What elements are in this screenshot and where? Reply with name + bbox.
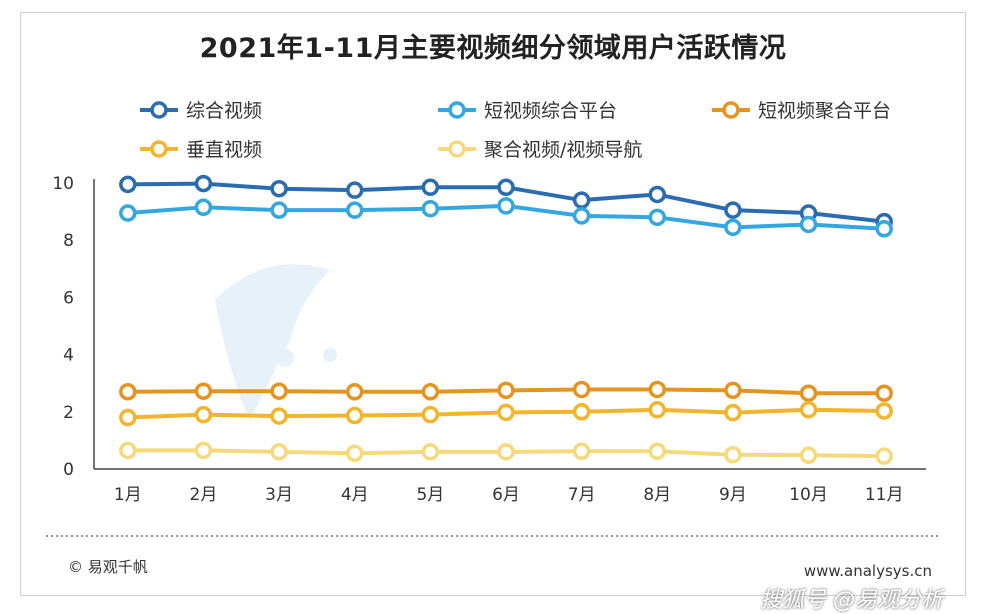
data-point	[119, 383, 137, 401]
y-tick-label: 6	[63, 288, 74, 308]
data-point	[421, 178, 440, 197]
data-point	[648, 401, 667, 419]
data-point	[345, 201, 364, 219]
data-point	[421, 383, 440, 401]
data-point	[799, 215, 818, 234]
data-point	[572, 191, 591, 209]
data-point	[799, 401, 818, 419]
data-point	[724, 381, 742, 400]
data-point	[119, 441, 137, 460]
data-point	[497, 381, 515, 400]
data-point	[875, 447, 893, 465]
legend-item: 聚合视频/视频导航	[438, 139, 642, 161]
data-point	[345, 383, 364, 401]
data-point	[724, 218, 742, 237]
data-point	[421, 199, 440, 218]
y-tick-label: 2	[63, 403, 74, 423]
x-tick-label: 11月	[865, 485, 904, 505]
data-point	[724, 445, 742, 464]
x-tick-label: 3月	[265, 485, 293, 505]
legend-item: 短视频聚合平台	[712, 100, 891, 122]
data-point	[799, 384, 818, 402]
data-point	[119, 204, 137, 222]
data-point	[497, 178, 515, 197]
watermark-label: 搜狐号 @易观分析	[760, 588, 943, 613]
data-point	[572, 380, 591, 399]
y-tick-label: 0	[63, 460, 74, 480]
legend-swatch-marker	[448, 140, 466, 158]
data-point	[345, 181, 364, 199]
data-point	[194, 405, 213, 424]
copyright-label: © 易观千帆	[68, 558, 148, 576]
legend-item: 垂直视频	[140, 139, 262, 161]
legend-label: 短视频聚合平台	[758, 100, 891, 122]
legend-item: 短视频综合平台	[438, 100, 617, 122]
data-point	[497, 443, 515, 461]
data-point	[875, 220, 893, 238]
series-2	[119, 197, 893, 238]
data-point	[270, 407, 288, 425]
x-tick-label: 2月	[190, 485, 218, 505]
series-4	[119, 401, 893, 427]
data-point	[270, 443, 288, 461]
website-label: www.analysys.cn	[803, 562, 932, 580]
data-point	[194, 382, 213, 400]
data-point	[724, 403, 742, 422]
data-point	[194, 174, 213, 193]
legend-swatch-marker	[722, 101, 740, 119]
data-point	[648, 380, 667, 399]
legend-label: 短视频综合平台	[484, 100, 617, 122]
data-point	[345, 444, 364, 463]
data-point	[648, 442, 667, 461]
x-tick-label: 10月	[789, 485, 828, 505]
x-tick-label: 9月	[719, 485, 747, 505]
x-tick-label: 4月	[341, 485, 369, 505]
legend-swatch-marker	[448, 101, 466, 119]
chart-title: 2021年1-11月主要视频细分领域用户活跃情况	[199, 33, 787, 64]
axes: 0 2 4 6 8 10 1月 2月 3月 4月 5月 6月 7月 8月 9月 10月 11月	[52, 174, 926, 505]
data-point	[648, 185, 667, 204]
data-point	[724, 201, 742, 219]
data-point	[119, 175, 137, 194]
data-point	[345, 406, 364, 425]
data-point	[497, 197, 515, 215]
data-point	[648, 208, 667, 227]
x-tick-label: 8月	[643, 485, 671, 505]
data-point	[270, 382, 288, 400]
series-3	[119, 380, 893, 402]
series-5	[119, 441, 893, 465]
data-point	[270, 201, 288, 219]
y-tick-label: 4	[63, 346, 74, 366]
legend-label: 综合视频	[186, 100, 262, 122]
data-point	[875, 384, 893, 402]
watermark-logo	[215, 264, 337, 420]
y-tick-label: 10	[52, 174, 74, 194]
data-point	[119, 408, 137, 427]
data-point	[421, 443, 440, 461]
x-tick-label: 5月	[416, 485, 444, 505]
data-point	[270, 179, 288, 198]
data-point	[572, 207, 591, 225]
data-point	[497, 403, 515, 422]
data-point	[421, 405, 440, 424]
y-tick-label: 8	[63, 231, 74, 251]
x-tick-label: 6月	[492, 485, 520, 505]
legend-label: 聚合视频/视频导航	[484, 139, 642, 161]
x-tick-label: 1月	[114, 485, 142, 505]
x-tick-label: 7月	[568, 485, 596, 505]
legend-swatch-marker	[150, 101, 168, 119]
data-point	[194, 441, 213, 460]
legend-label: 垂直视频	[186, 139, 262, 161]
legend-swatch-marker	[150, 140, 168, 158]
data-point	[572, 442, 591, 461]
data-point	[799, 446, 818, 465]
data-point	[572, 403, 591, 421]
data-point	[875, 402, 893, 420]
legend-item: 综合视频	[140, 100, 262, 122]
series-layer	[119, 174, 893, 465]
data-point	[194, 198, 213, 217]
